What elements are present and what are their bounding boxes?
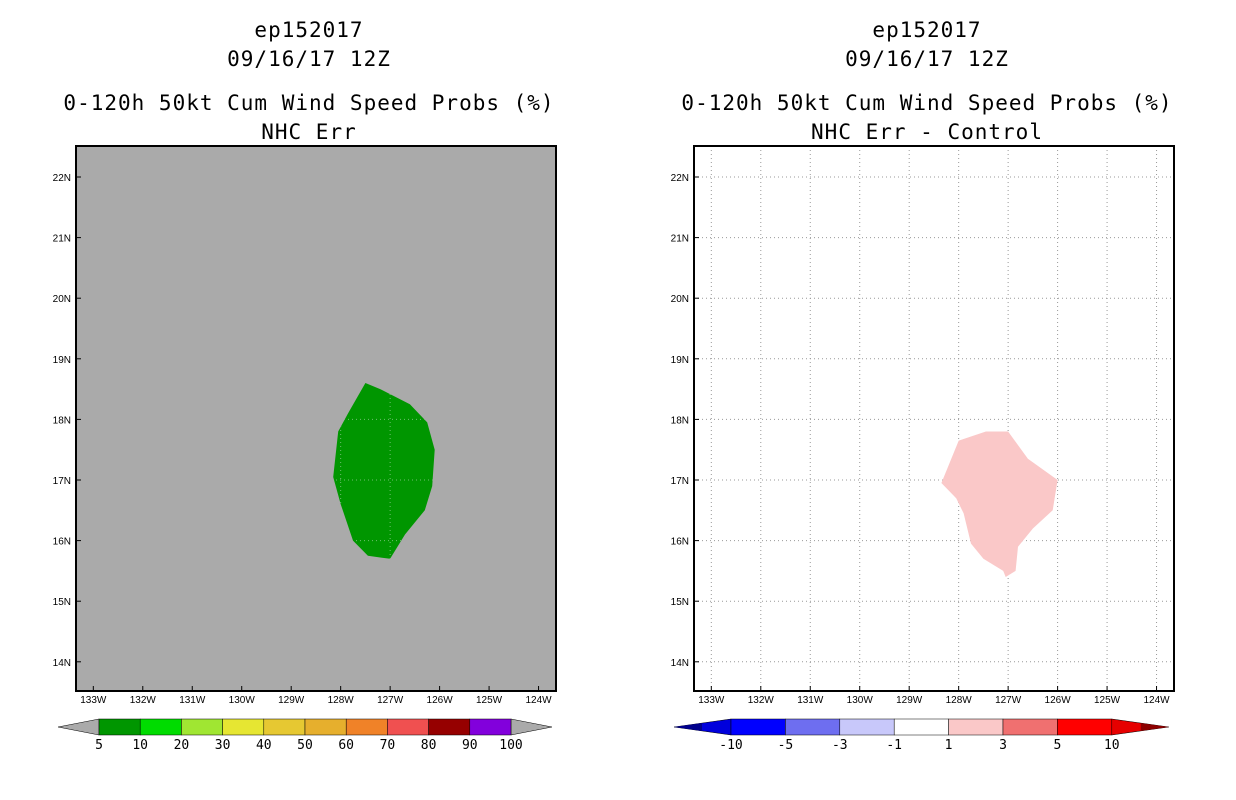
- colorbar-label: -3: [832, 738, 848, 753]
- colorbar-label: -5: [778, 738, 794, 753]
- colorbar-label: 70: [380, 738, 396, 753]
- lat-tick-label: 21N: [53, 234, 71, 245]
- lon-tick-label: 132W: [130, 695, 157, 706]
- colorbar-right-arrow-tip: [1140, 723, 1169, 731]
- colorbar-label: 20: [174, 738, 190, 753]
- colorbar-swatch: [469, 718, 512, 736]
- lon-tick-label: 129W: [896, 695, 923, 706]
- colorbar-swatch: [345, 718, 388, 736]
- lat-tick-label: 19N: [671, 355, 689, 366]
- lon-tick-label: 127W: [377, 695, 404, 706]
- colorbar-label: -10: [719, 738, 742, 753]
- map-frame: [693, 145, 1175, 692]
- colorbar-swatch: [1057, 718, 1113, 736]
- lon-tick-label: 131W: [797, 695, 824, 706]
- left-product-title: 0-120h 50kt Cum Wind Speed Probs (%): [63, 91, 555, 115]
- lat-tick-label: 18N: [53, 415, 71, 426]
- left-subtitle: NHC Err: [261, 120, 357, 144]
- colorbar-right-arrow: [510, 718, 553, 736]
- lat-tick-label: 20N: [53, 294, 71, 305]
- lat-tick-label: 14N: [671, 658, 689, 669]
- lon-tick-label: 126W: [1045, 695, 1072, 706]
- colorbar-swatch: [785, 718, 841, 736]
- lon-tick-label: 128W: [946, 695, 973, 706]
- lat-tick-label: 15N: [53, 597, 71, 608]
- colorbar-left-arrow: [57, 718, 100, 736]
- lon-tick-label: 124W: [1143, 695, 1170, 706]
- lat-tick-label: 17N: [671, 476, 689, 487]
- lat-tick-label: 21N: [671, 234, 689, 245]
- colorbar-label: 3: [999, 738, 1007, 753]
- lon-tick-label: 133W: [698, 695, 725, 706]
- colorbar-swatch: [387, 718, 429, 736]
- lon-tick-label: 130W: [229, 695, 256, 706]
- right-map-panel: 133W 132W 131W 130W 129W 128W 127W 126W 125W 124W…: [671, 145, 1175, 753]
- map-frame: [75, 145, 557, 692]
- map-background: [694, 146, 1174, 691]
- colorbar-label: 10: [1104, 738, 1120, 753]
- probability-region: [333, 383, 435, 559]
- colorbar-label: 50: [297, 738, 313, 753]
- colorbar-swatch: [98, 718, 141, 736]
- lat-tick-label: 22N: [671, 173, 689, 184]
- colorbar-label: 60: [338, 738, 354, 753]
- lon-tick-label: 129W: [278, 695, 305, 706]
- colorbar-label: 40: [256, 738, 272, 753]
- colorbar-label: 80: [421, 738, 437, 753]
- lon-tick-label: 124W: [525, 695, 552, 706]
- right-product-title: 0-120h 50kt Cum Wind Speed Probs (%): [681, 91, 1173, 115]
- lat-tick-label: 20N: [671, 294, 689, 305]
- lat-tick-label: 16N: [53, 537, 71, 548]
- lat-tick-label: 22N: [53, 173, 71, 184]
- right-storm-id: ep152017: [872, 18, 982, 42]
- lat-tick-label: 19N: [53, 355, 71, 366]
- lon-tick-label: 132W: [748, 695, 775, 706]
- colorbar-swatch: [893, 718, 949, 736]
- colorbar-label: 5: [95, 738, 103, 753]
- lon-tick-label: 127W: [995, 695, 1022, 706]
- lat-tick-label: 15N: [671, 597, 689, 608]
- lon-tick-label: 131W: [179, 695, 206, 706]
- lat-tick-label: 17N: [53, 476, 71, 487]
- lat-tick-label: 14N: [53, 658, 71, 669]
- left-storm-id: ep152017: [254, 18, 364, 42]
- right-datetime: 09/16/17 12Z: [845, 47, 1009, 71]
- colorbar-label: 10: [132, 738, 148, 753]
- colorbar-swatch: [839, 718, 895, 736]
- colorbar-left-arrow-tip: [674, 723, 702, 731]
- map-background: [76, 146, 556, 691]
- lon-tick-label: 125W: [476, 695, 503, 706]
- colorbar-swatch: [730, 718, 786, 736]
- lon-tick-label: 133W: [80, 695, 107, 706]
- colorbar-label: 5: [1053, 738, 1061, 753]
- colorbar-label: 30: [215, 738, 231, 753]
- lon-tick-label: 125W: [1094, 695, 1121, 706]
- colorbar-swatch: [948, 718, 1004, 736]
- colorbar-swatch: [139, 718, 182, 736]
- colorbar-swatch: [1002, 718, 1058, 736]
- colorbar-label: -1: [886, 738, 902, 753]
- colorbar-swatch: [263, 718, 306, 736]
- lat-tick-label: 18N: [671, 415, 689, 426]
- colorbar-right-arrow: [1111, 718, 1169, 736]
- lon-tick-label: 126W: [427, 695, 454, 706]
- colorbar-swatch: [428, 718, 471, 736]
- lon-tick-label: 128W: [328, 695, 355, 706]
- lat-tick-label: 16N: [671, 537, 689, 548]
- colorbar-swatch: [181, 718, 223, 736]
- colorbar-swatch: [304, 718, 347, 736]
- lon-tick-label: 130W: [847, 695, 874, 706]
- right-subtitle: NHC Err - Control: [811, 120, 1043, 144]
- colorbar-swatch: [222, 718, 265, 736]
- probability-region: [941, 431, 1058, 577]
- colorbar-label: 90: [462, 738, 478, 753]
- left-map-panel: 133W 132W 131W 130W 129W 128W 127W 126W 125W 124W…: [53, 145, 557, 753]
- colorbar-label: 100: [499, 738, 522, 753]
- left-datetime: 09/16/17 12Z: [227, 47, 391, 71]
- colorbar-label: 1: [945, 738, 953, 753]
